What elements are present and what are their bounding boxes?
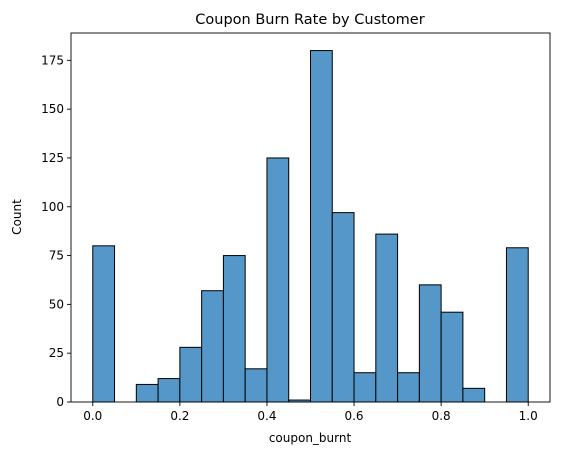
histogram-bar <box>135 383 159 403</box>
x-tick-label: 0.2 <box>170 409 189 423</box>
x-tick-label: 1.0 <box>519 409 538 423</box>
y-tick-label: 175 <box>41 53 64 67</box>
histogram-bar <box>244 368 268 403</box>
histogram-bar <box>505 247 529 403</box>
x-tick-label: 0.6 <box>344 409 363 423</box>
histogram-bar <box>222 255 246 403</box>
y-tick-label: 125 <box>41 151 64 165</box>
bars-group <box>92 50 529 403</box>
x-tick-label: 0.0 <box>83 409 102 423</box>
histogram-bar <box>157 378 181 403</box>
histogram-bar <box>375 233 399 403</box>
histogram-bar <box>440 311 464 403</box>
plot-frame <box>70 32 551 403</box>
y-tick-label: 150 <box>41 102 64 116</box>
histogram-bar <box>418 284 442 403</box>
x-axis-label: coupon_burnt <box>269 431 352 445</box>
y-tick-label: 0 <box>56 395 64 409</box>
y-tick-label: 25 <box>49 346 64 360</box>
y-axis-label: Count <box>10 199 24 235</box>
y-tick-label: 50 <box>49 297 64 311</box>
histogram-bar <box>179 346 203 403</box>
x-tick-label: 0.4 <box>257 409 276 423</box>
chart-title: Coupon Burn Rate by Customer <box>195 12 424 28</box>
histogram-bar <box>92 245 116 403</box>
histogram-bar <box>462 387 486 403</box>
histogram-bar <box>353 372 377 403</box>
y-tick-label: 75 <box>49 249 64 263</box>
histogram-bar <box>266 157 290 403</box>
histogram-bar <box>331 212 355 403</box>
x-tick-label: 0.8 <box>432 409 451 423</box>
histogram-bar <box>397 372 420 403</box>
x-axis-ticks: 0.0 0.2 0.4 0.6 0.8 1.0 <box>83 402 538 423</box>
histogram-bar <box>201 290 224 403</box>
y-axis-ticks: 0 25 50 75 100 125 150 175 <box>41 53 71 409</box>
histogram-bar <box>310 50 333 403</box>
y-tick-label: 100 <box>41 200 64 214</box>
